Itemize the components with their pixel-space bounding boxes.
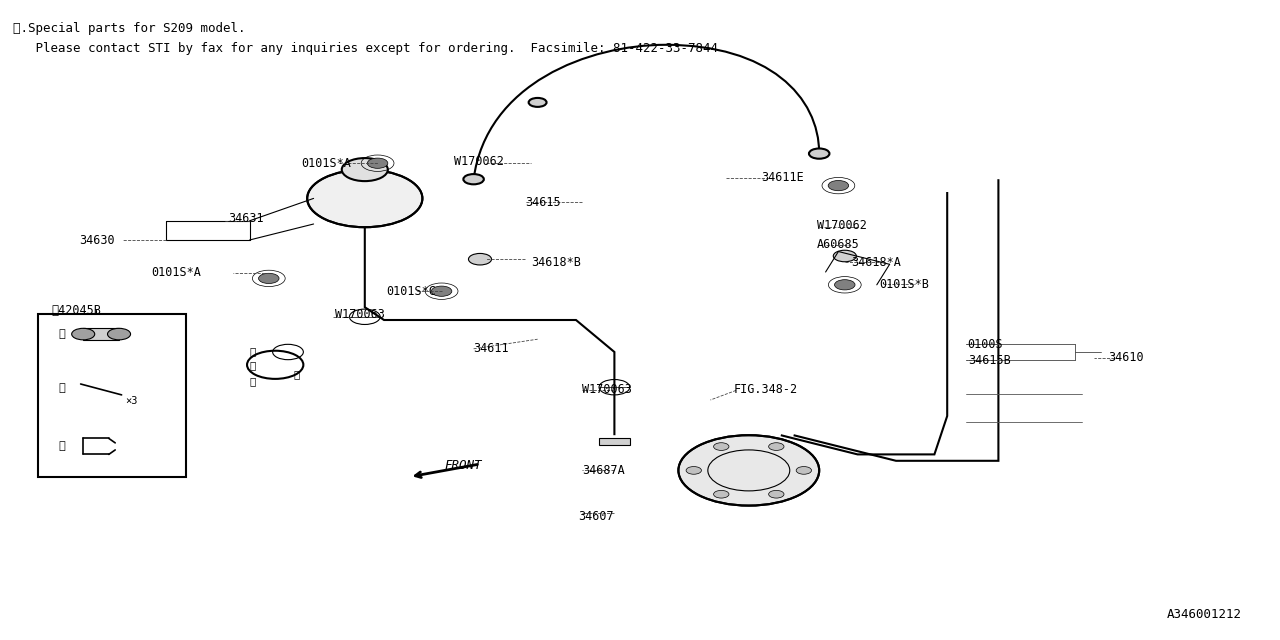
Text: ※42045B: ※42045B: [51, 304, 101, 317]
Text: W170063: W170063: [582, 383, 632, 396]
Circle shape: [714, 490, 728, 498]
Text: 0101S*C: 0101S*C: [387, 285, 436, 298]
Circle shape: [835, 280, 855, 290]
Text: FIG.348-2: FIG.348-2: [733, 383, 797, 396]
Text: 34630: 34630: [79, 234, 115, 246]
Text: 34611E: 34611E: [762, 172, 804, 184]
Circle shape: [72, 328, 95, 340]
Text: 0101S*A: 0101S*A: [301, 157, 351, 170]
Text: A60685: A60685: [817, 238, 859, 251]
Circle shape: [828, 180, 849, 191]
Bar: [83, 328, 119, 340]
Circle shape: [259, 273, 279, 284]
Circle shape: [463, 174, 484, 184]
Circle shape: [768, 443, 783, 451]
Text: 0100S: 0100S: [968, 338, 1004, 351]
Circle shape: [342, 158, 388, 181]
Text: 34607: 34607: [579, 510, 614, 523]
Text: 34615B: 34615B: [968, 354, 1010, 367]
Text: 34618*A: 34618*A: [851, 256, 901, 269]
Circle shape: [431, 286, 452, 296]
Text: ③: ③: [294, 369, 300, 380]
Text: ②: ②: [250, 376, 255, 386]
Text: 34631: 34631: [228, 212, 264, 225]
Text: W170062: W170062: [454, 155, 504, 168]
Bar: [38, 314, 186, 477]
Circle shape: [809, 148, 829, 159]
Text: 0101S*B: 0101S*B: [879, 278, 929, 291]
Text: 34610: 34610: [1108, 351, 1144, 364]
Text: 34687A: 34687A: [582, 464, 625, 477]
Text: ②: ②: [58, 383, 65, 394]
Text: ①: ①: [250, 346, 255, 356]
Circle shape: [108, 328, 131, 340]
Text: ×3: ×3: [125, 396, 138, 406]
Circle shape: [468, 253, 492, 265]
Circle shape: [307, 170, 422, 227]
Text: 34618*B: 34618*B: [531, 256, 581, 269]
Circle shape: [768, 490, 783, 498]
Circle shape: [678, 435, 819, 506]
Circle shape: [686, 467, 701, 474]
Circle shape: [367, 158, 388, 168]
Circle shape: [529, 98, 547, 107]
Circle shape: [714, 443, 730, 451]
Circle shape: [833, 250, 856, 262]
Text: ①: ①: [58, 329, 65, 339]
Text: ③: ③: [58, 441, 65, 451]
Text: 34611: 34611: [474, 342, 509, 355]
Text: 34615: 34615: [525, 196, 561, 209]
Bar: [599, 438, 630, 445]
Circle shape: [796, 467, 812, 474]
Text: ②: ②: [250, 360, 255, 370]
Text: 0101S*A: 0101S*A: [151, 266, 201, 278]
Text: FRONT: FRONT: [444, 460, 481, 472]
Text: W170063: W170063: [335, 308, 385, 321]
Text: A346001212: A346001212: [1166, 608, 1242, 621]
Text: Please contact STI by fax for any inquiries except for ordering.  Facsimile: 81-: Please contact STI by fax for any inquir…: [13, 42, 718, 54]
Text: ※.Special parts for S209 model.: ※.Special parts for S209 model.: [13, 22, 246, 35]
Text: W170062: W170062: [817, 219, 867, 232]
